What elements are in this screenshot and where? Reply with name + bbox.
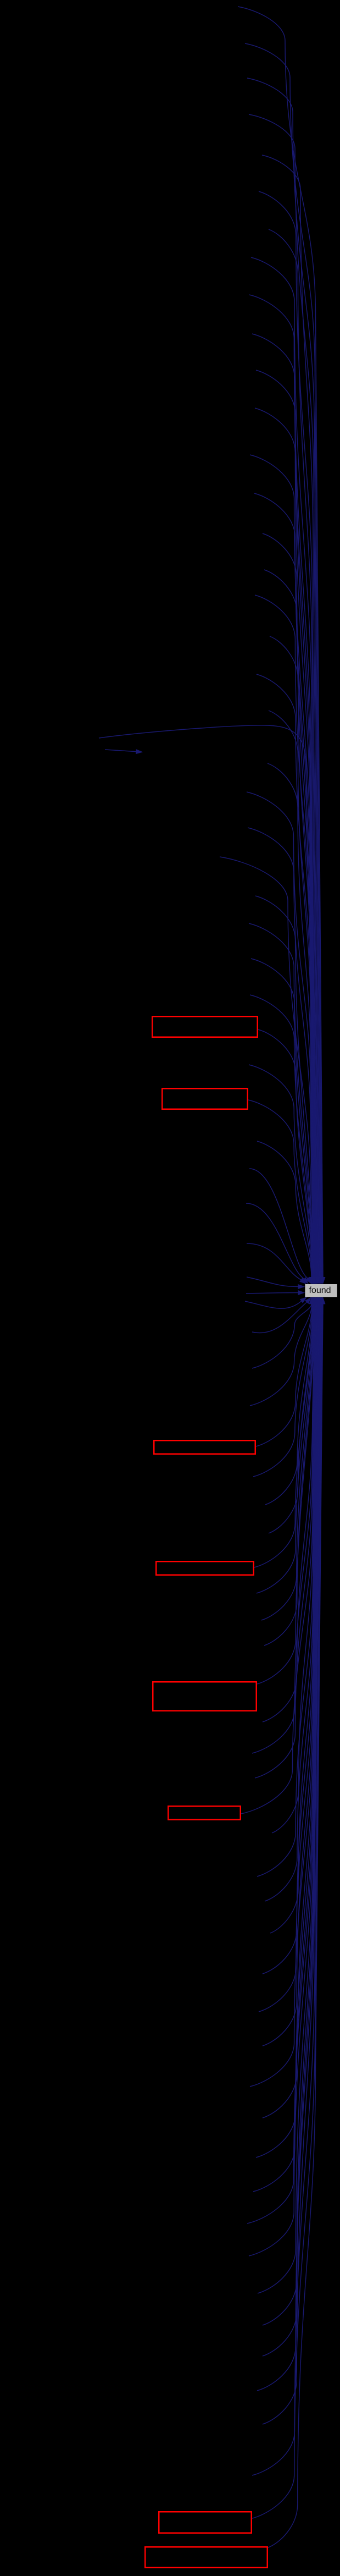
svg-text:found: found <box>309 1286 331 1295</box>
